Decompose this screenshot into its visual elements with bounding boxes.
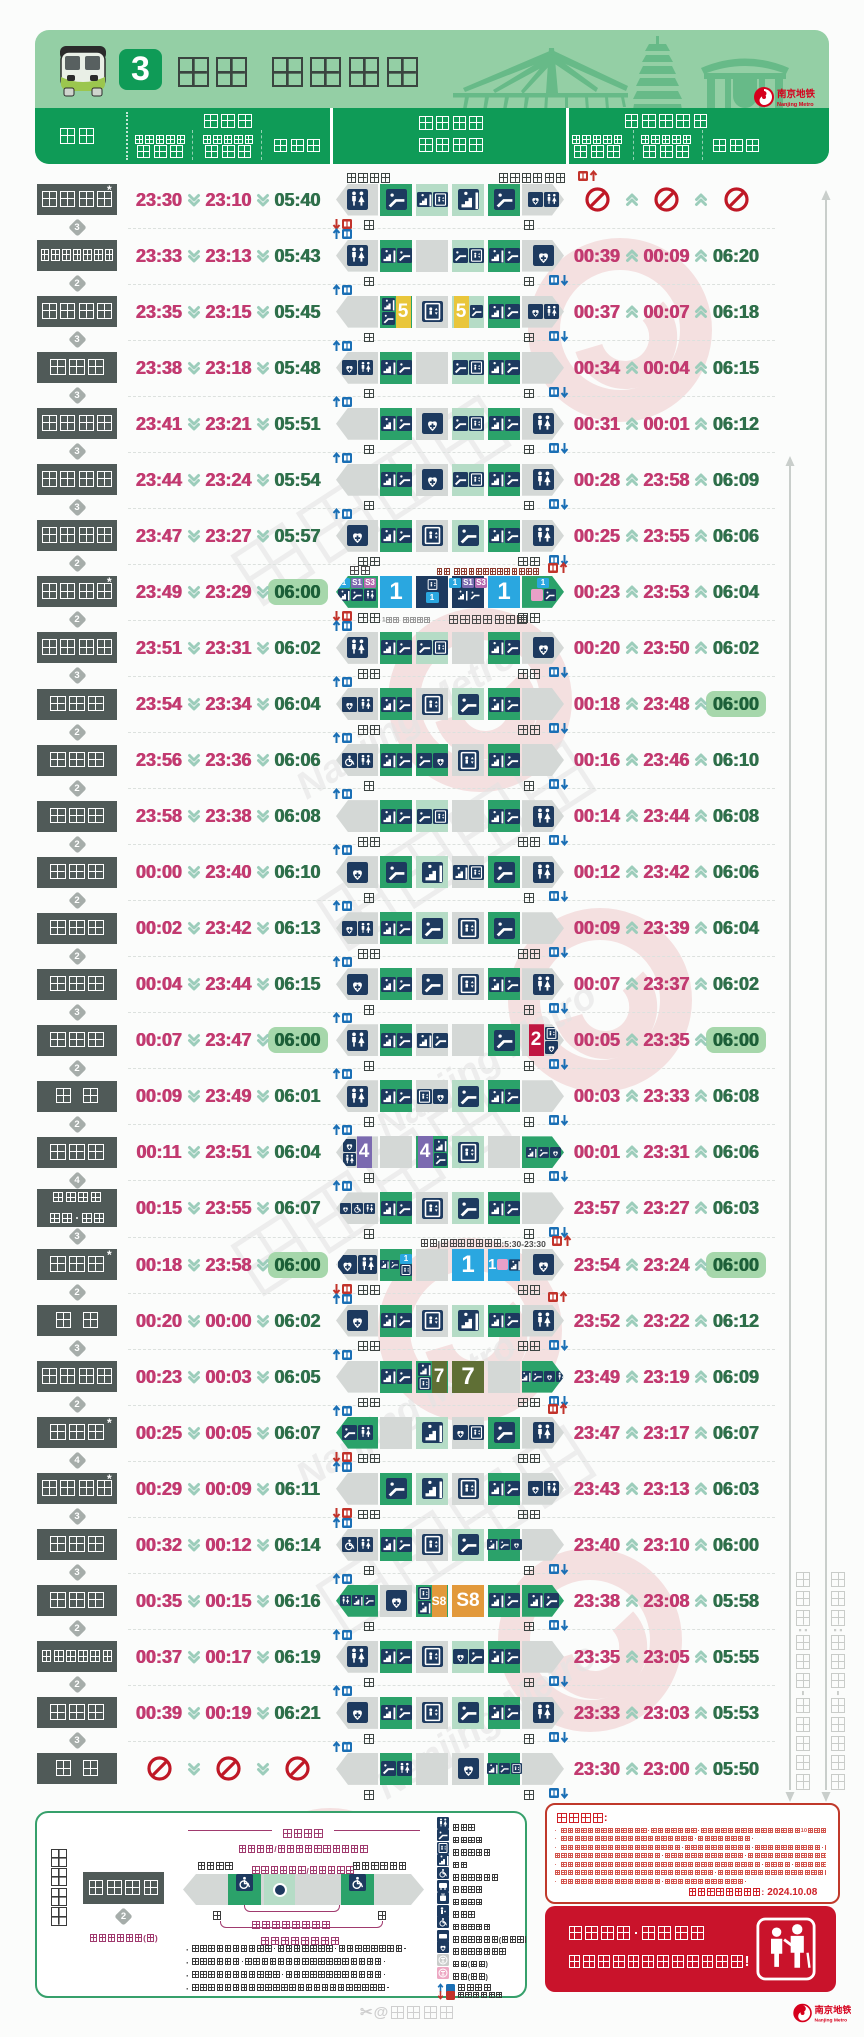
svg-text:Nanjing Metro: Nanjing Metro — [777, 102, 814, 108]
svg-text:南京地铁: 南京地铁 — [777, 88, 816, 100]
svg-text:Nanjing Metro: Nanjing Metro — [815, 2018, 848, 2024]
svg-text:南京地铁: 南京地铁 — [815, 2004, 851, 2015]
